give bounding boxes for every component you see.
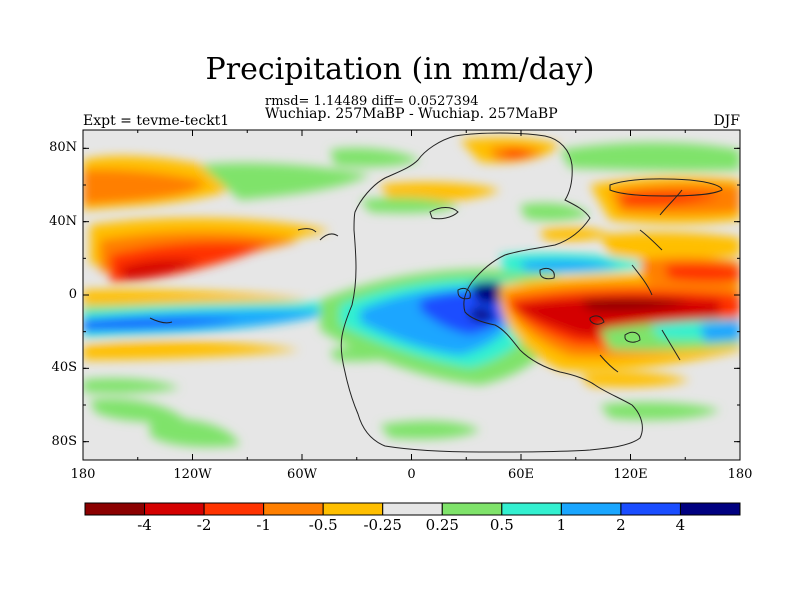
map-field [83, 130, 740, 460]
x-tick-label: 60E [507, 467, 535, 482]
colorbar-swatch [382, 502, 443, 516]
coastline-arc [639, 229, 663, 251]
right-string: DJF [713, 113, 740, 129]
field-patch [330, 347, 400, 362]
y-tick-label: 40N [49, 213, 77, 229]
colorbar-label: -2 [196, 516, 212, 534]
colorbar-swatch [560, 502, 622, 516]
x-tick-label: 60W [287, 467, 317, 482]
colorbar-label: -4 [137, 516, 152, 534]
coastline-arc [661, 329, 681, 361]
field-patch [380, 182, 500, 202]
field-patch [83, 318, 240, 329]
y-tick-label: 80S [51, 433, 77, 449]
stats-text: rmsd= 1.14489 diff= 0.0527394 [265, 94, 479, 109]
colorbar-label: -0.5 [308, 516, 338, 534]
field-patch [83, 378, 180, 394]
colorbar-swatch [263, 502, 324, 516]
y-tick-label: 40S [51, 360, 77, 376]
colorbar-swatch [501, 502, 562, 516]
coastline-island [539, 267, 555, 280]
colorbar-label: 0.25 [425, 516, 459, 534]
y-tick-label: 80N [49, 140, 77, 156]
coastline-island [609, 178, 723, 197]
colorbar-swatch [322, 502, 384, 516]
y-tick-label: 0 [68, 287, 77, 302]
field-patch [560, 142, 740, 171]
colorbar-swatch [144, 502, 205, 516]
field-patch [580, 297, 690, 311]
colorbar-label: 1 [556, 516, 567, 534]
left-string: Expt = tevme-teckt1 [83, 113, 230, 129]
colorbar-label: -1 [256, 516, 271, 534]
axis-ticks [82, 130, 741, 460]
coastline-arc [319, 233, 339, 241]
field-patch [665, 263, 740, 282]
colorbar [84, 502, 741, 516]
coastline-island [624, 331, 641, 343]
x-tick-label: 120W [173, 467, 212, 482]
coastline-arc [631, 264, 653, 296]
plot-title: Precipitation (in mm/day) [205, 52, 595, 87]
field-patch [330, 148, 420, 167]
coastline-island [457, 287, 471, 300]
coastline-arc [599, 354, 619, 373]
colorbar-swatch [203, 502, 265, 516]
field-patch [200, 163, 370, 200]
x-tick-label: 120E [613, 467, 648, 482]
field-patch [700, 320, 740, 342]
colorbar-swatch [84, 502, 146, 516]
coastlines [149, 132, 723, 453]
field-patch [600, 402, 720, 420]
field-patch [380, 420, 480, 440]
colorbar-swatch [441, 502, 503, 516]
coastline-arc [659, 189, 683, 216]
colorbar-swatch [620, 502, 681, 516]
colorbar-label: 2 [616, 516, 626, 534]
field-patch [520, 203, 590, 221]
field-patch [90, 398, 185, 423]
precip-anomaly-field [83, 137, 740, 447]
field-patch [83, 289, 310, 306]
x-tick-label: 180 [70, 467, 96, 482]
field-patch [150, 418, 240, 447]
field-patch [600, 232, 740, 260]
field-patch [83, 169, 205, 205]
coastline-island [589, 315, 605, 325]
colorbar-label: 0.5 [489, 516, 514, 534]
colorbar-label: 4 [675, 516, 686, 534]
coastline-arc [149, 317, 173, 324]
coastline-arc [297, 228, 317, 233]
colorbar-label: -0.25 [363, 516, 402, 534]
center-string: Wuchiap. 257MaBP - Wuchiap. 257MaBP [265, 106, 558, 122]
coastline-island [429, 207, 459, 220]
colorbar-swatch [679, 502, 741, 516]
x-tick-label: 180 [727, 467, 753, 482]
field-patch [120, 259, 200, 280]
field-patch [580, 372, 690, 388]
field-patch [83, 340, 300, 360]
field-patch [470, 307, 495, 322]
x-tick-label: 0 [407, 467, 416, 482]
coastline-pangea [340, 132, 643, 453]
field-patch [505, 149, 532, 158]
